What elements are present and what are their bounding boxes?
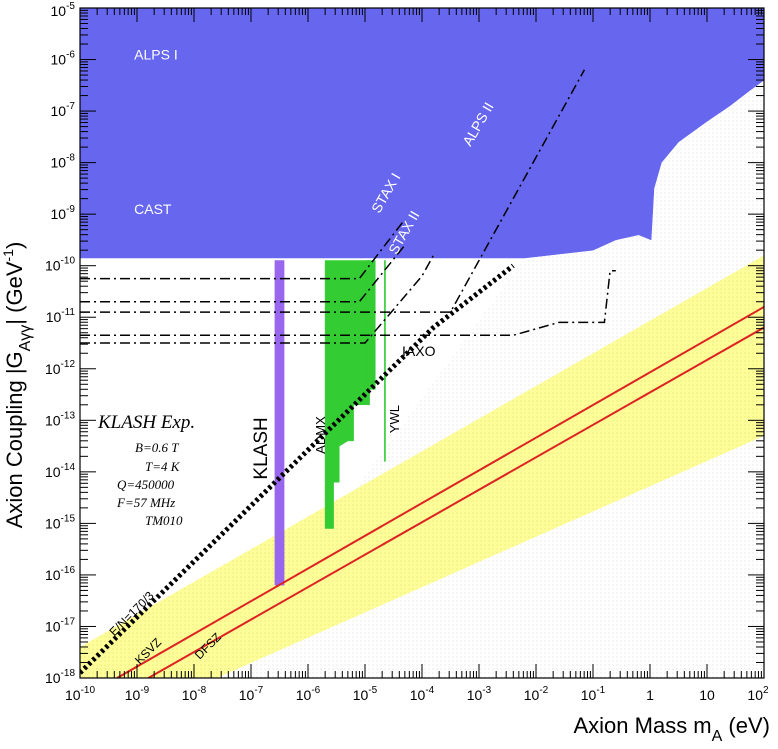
- x-tick-label: 1: [646, 687, 654, 703]
- band-layer: [80, 255, 764, 678]
- y-tick-label: 10-10: [45, 256, 75, 274]
- y-axis-label-unit-exp: -1: [0, 249, 16, 262]
- y-tick-label: 10-14: [45, 462, 75, 480]
- x-tick-label: 10: [699, 687, 715, 703]
- line-iaxo: [80, 270, 616, 337]
- klash-info-box: KLASH Exp. B=0.6 T T=4 K Q=450000 F=57 M…: [97, 412, 195, 528]
- y-tick-label: 10-17: [45, 616, 75, 634]
- y-tick-label: 10-9: [51, 204, 76, 222]
- line-alps-ii: [80, 69, 586, 313]
- annotation-cast: CAST: [134, 201, 172, 217]
- annotation-klash: KLASH: [251, 417, 272, 479]
- x-tick-label: 10-9: [125, 685, 150, 703]
- x-tick-label: 10-1: [581, 685, 606, 703]
- x-tick-label: 102: [747, 685, 769, 703]
- y-tick-label: 10-6: [51, 50, 76, 68]
- x-axis-label-unit: (eV): [722, 713, 770, 738]
- y-tick-label: 10-15: [45, 513, 75, 531]
- qcd-band: [80, 255, 764, 678]
- annotation-admx: ADMX: [313, 416, 328, 454]
- y-tick-label: 10-5: [51, 1, 76, 19]
- region-cast: [80, 8, 764, 259]
- x-tick-label: 10-2: [524, 685, 549, 703]
- y-tick-label: 10-7: [51, 101, 76, 119]
- y-axis-label-close: ): [2, 242, 27, 249]
- x-axis-label: Axion Mass mA (eV): [573, 713, 770, 744]
- region-klash: [274, 260, 285, 586]
- x-tick-label: 10-5: [353, 685, 378, 703]
- x-tick-label: 10-8: [182, 685, 207, 703]
- klash-param-q: Q=450000: [117, 477, 175, 492]
- x-tick-label: 10-10: [65, 685, 95, 703]
- x-tick-label: 10-7: [239, 685, 264, 703]
- lines-layer: [80, 69, 764, 678]
- x-tick-label: 10-6: [296, 685, 321, 703]
- line-stax-i: [80, 218, 406, 280]
- region-ywl: [384, 260, 386, 462]
- klash-param-f: F=57 MHz: [116, 495, 175, 510]
- tick-labels: 10-10 10-9 10-8 10-7 10-6 10-5 10-4 10-3 10-2 10-…: [45, 1, 769, 703]
- line-iaxo: [80, 255, 435, 344]
- klash-box-title: KLASH Exp.: [97, 412, 195, 433]
- y-tick-label: 10-8: [51, 153, 76, 171]
- x-axis-label-main: Axion Mass m: [573, 713, 711, 738]
- line-e-n-170-3: [80, 263, 515, 675]
- annotation-alps-i: ALPS I: [134, 47, 178, 63]
- regions-layer: [80, 8, 764, 586]
- x-axis-label-sub: A: [712, 728, 723, 744]
- ticks-layer: [79, 7, 765, 679]
- y-tick-label: 10-16: [45, 565, 75, 583]
- y-axis-label-main: Axion Coupling |G: [2, 351, 27, 528]
- region-ywl: [365, 260, 376, 390]
- line-ksvz: [116, 306, 764, 678]
- y-tick-label: 10-12: [45, 359, 75, 377]
- annotation-iaxo: IAXO: [402, 343, 436, 359]
- y-tick-label: 10-13: [45, 410, 75, 428]
- y-axis-label: Axion Coupling |GAγγ| (GeV-1): [0, 242, 34, 529]
- klash-param-t: T=4 K: [145, 459, 181, 474]
- x-tick-label: 10-3: [467, 685, 492, 703]
- y-tick-label: 10-18: [45, 668, 75, 686]
- y-axis-label-unit: | (GeV: [2, 261, 27, 325]
- klash-param-b: B=0.6 T: [135, 440, 179, 455]
- line-dfsz: [147, 326, 764, 678]
- y-axis-label-sub: Aγγ: [17, 325, 34, 352]
- y-tick-label: 10-11: [46, 307, 76, 325]
- x-tick-label: 10-4: [410, 685, 435, 703]
- line-stax-ii: [80, 244, 406, 303]
- annotation-ywl: YWL: [387, 405, 402, 433]
- klash-param-mode: TM010: [145, 513, 183, 528]
